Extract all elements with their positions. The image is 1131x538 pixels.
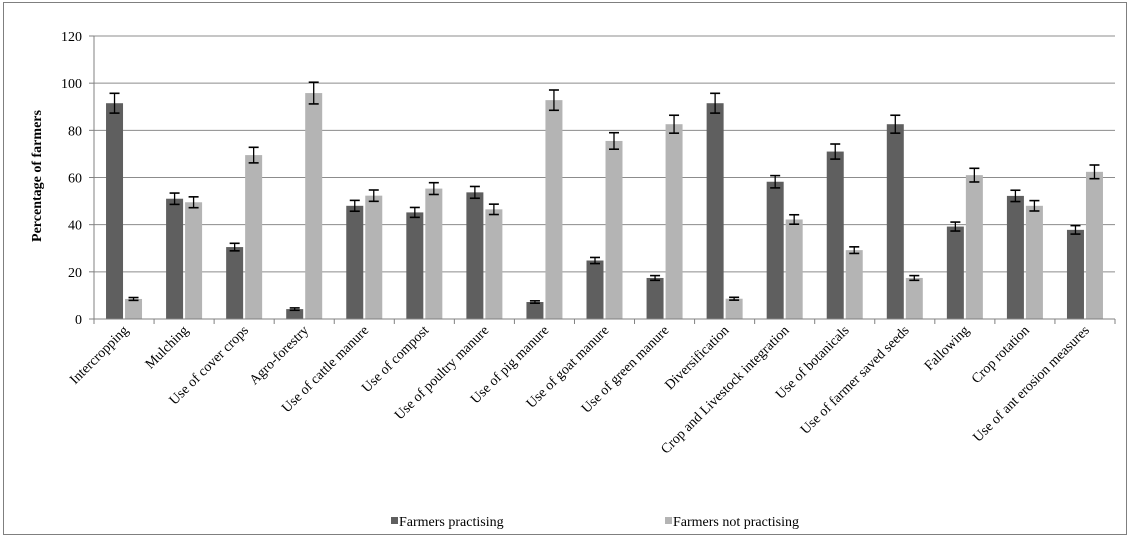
y-axis-label: Percentage of farmers — [30, 110, 45, 242]
y-tick-label: 20 — [68, 266, 82, 281]
y-tick-label: 120 — [61, 30, 82, 45]
bar-farmers-not-practising-crop-rotation — [1025, 205, 1043, 319]
bar-farmers-practising-crop-rotation — [1006, 195, 1024, 319]
y-tick-label: 80 — [68, 124, 82, 139]
axes — [89, 35, 1116, 324]
x-tick-label-crop-and-livestock-integration: Crop and Livestock integration — [658, 323, 792, 457]
bars — [106, 93, 1103, 320]
bar-farmers-not-practising-diversification — [725, 298, 743, 319]
bar-farmers-not-practising-use-of-poultry-manure — [485, 209, 503, 319]
bar-farmers-not-practising-use-of-cattle-manure — [365, 195, 383, 319]
y-tick-label: 0 — [75, 313, 82, 328]
bar-farmers-practising-use-of-poultry-manure — [466, 192, 484, 319]
bar-farmers-practising-fallowing — [946, 226, 964, 319]
legend: Farmers practising Farmers not practisin… — [391, 515, 799, 530]
bar-farmers-not-practising-use-of-compost — [425, 188, 443, 319]
error-bars — [109, 81, 1100, 312]
bar-farmers-practising-use-of-ant-erosion-measures — [1066, 229, 1084, 319]
gridlines — [94, 35, 1115, 273]
x-tick-label-mulching: Mulching — [143, 323, 192, 372]
legend-label-farmers-not-practising: Farmers not practising — [673, 515, 799, 530]
bar-farmers-not-practising-fallowing — [965, 175, 983, 319]
y-tick-label: 40 — [68, 219, 82, 234]
bar-farmers-practising-use-of-compost — [406, 212, 424, 319]
bar-farmers-not-practising-agro-forestry — [305, 93, 323, 320]
bar-farmers-not-practising-use-of-cover-crops — [245, 155, 263, 319]
bar-farmers-practising-use-of-cover-crops — [226, 247, 244, 319]
y-tick-label: 60 — [68, 172, 82, 187]
bar-farmers-not-practising-crop-and-livestock-integration — [785, 219, 803, 319]
bar-farmers-not-practising-use-of-ant-erosion-measures — [1085, 171, 1103, 319]
bar-farmers-not-practising-use-of-goat-manure — [605, 140, 623, 319]
bar-farmers-practising-use-of-goat-manure — [586, 260, 604, 319]
bar-farmers-not-practising-mulching — [185, 202, 203, 319]
y-axis-tick-labels: 0 20 40 60 80 100 120 — [61, 30, 82, 328]
bar-farmers-not-practising-intercropping — [125, 298, 143, 319]
bar-farmers-not-practising-use-of-pig-manure — [545, 100, 563, 319]
bar-farmers-practising-crop-and-livestock-integration — [766, 181, 784, 319]
bar-farmers-practising-mulching — [166, 198, 184, 319]
x-tick-label-intercropping: Intercropping — [67, 323, 131, 387]
legend-swatch-farmers-not-practising — [665, 517, 672, 524]
x-tick-label-use-of-ant-erosion-measures: Use of ant erosion measures — [971, 323, 1093, 445]
bar-farmers-not-practising-use-of-farmer-saved-seeds — [905, 277, 923, 319]
bar-farmers-not-practising-use-of-botanicals — [845, 250, 863, 319]
bar-farmers-not-practising-use-of-green-manure — [665, 124, 683, 320]
bar-farmers-practising-use-of-green-manure — [646, 277, 664, 319]
x-tick-label-crop-rotation: Crop rotation — [969, 323, 1033, 387]
y-tick-label: 100 — [61, 77, 82, 92]
x-tick-label-agro-forestry: Agro-forestry — [247, 323, 312, 388]
bar-farmers-practising-use-of-pig-manure — [526, 302, 544, 319]
bar-farmers-practising-use-of-farmer-saved-seeds — [886, 124, 904, 320]
bar-farmers-practising-intercropping — [106, 103, 124, 320]
x-tick-label-use-of-farmer-saved-seeds: Use of farmer saved seeds — [798, 323, 913, 438]
bar-farmers-practising-use-of-cattle-manure — [346, 205, 364, 319]
bar-farmers-practising-diversification — [706, 103, 724, 320]
legend-label-farmers-practising: Farmers practising — [399, 515, 504, 530]
bar-farmers-practising-use-of-botanicals — [826, 151, 844, 319]
x-tick-label-fallowing: Fallowing — [922, 323, 973, 374]
bar-farmers-practising-agro-forestry — [286, 309, 304, 319]
legend-swatch-farmers-practising — [391, 517, 398, 524]
